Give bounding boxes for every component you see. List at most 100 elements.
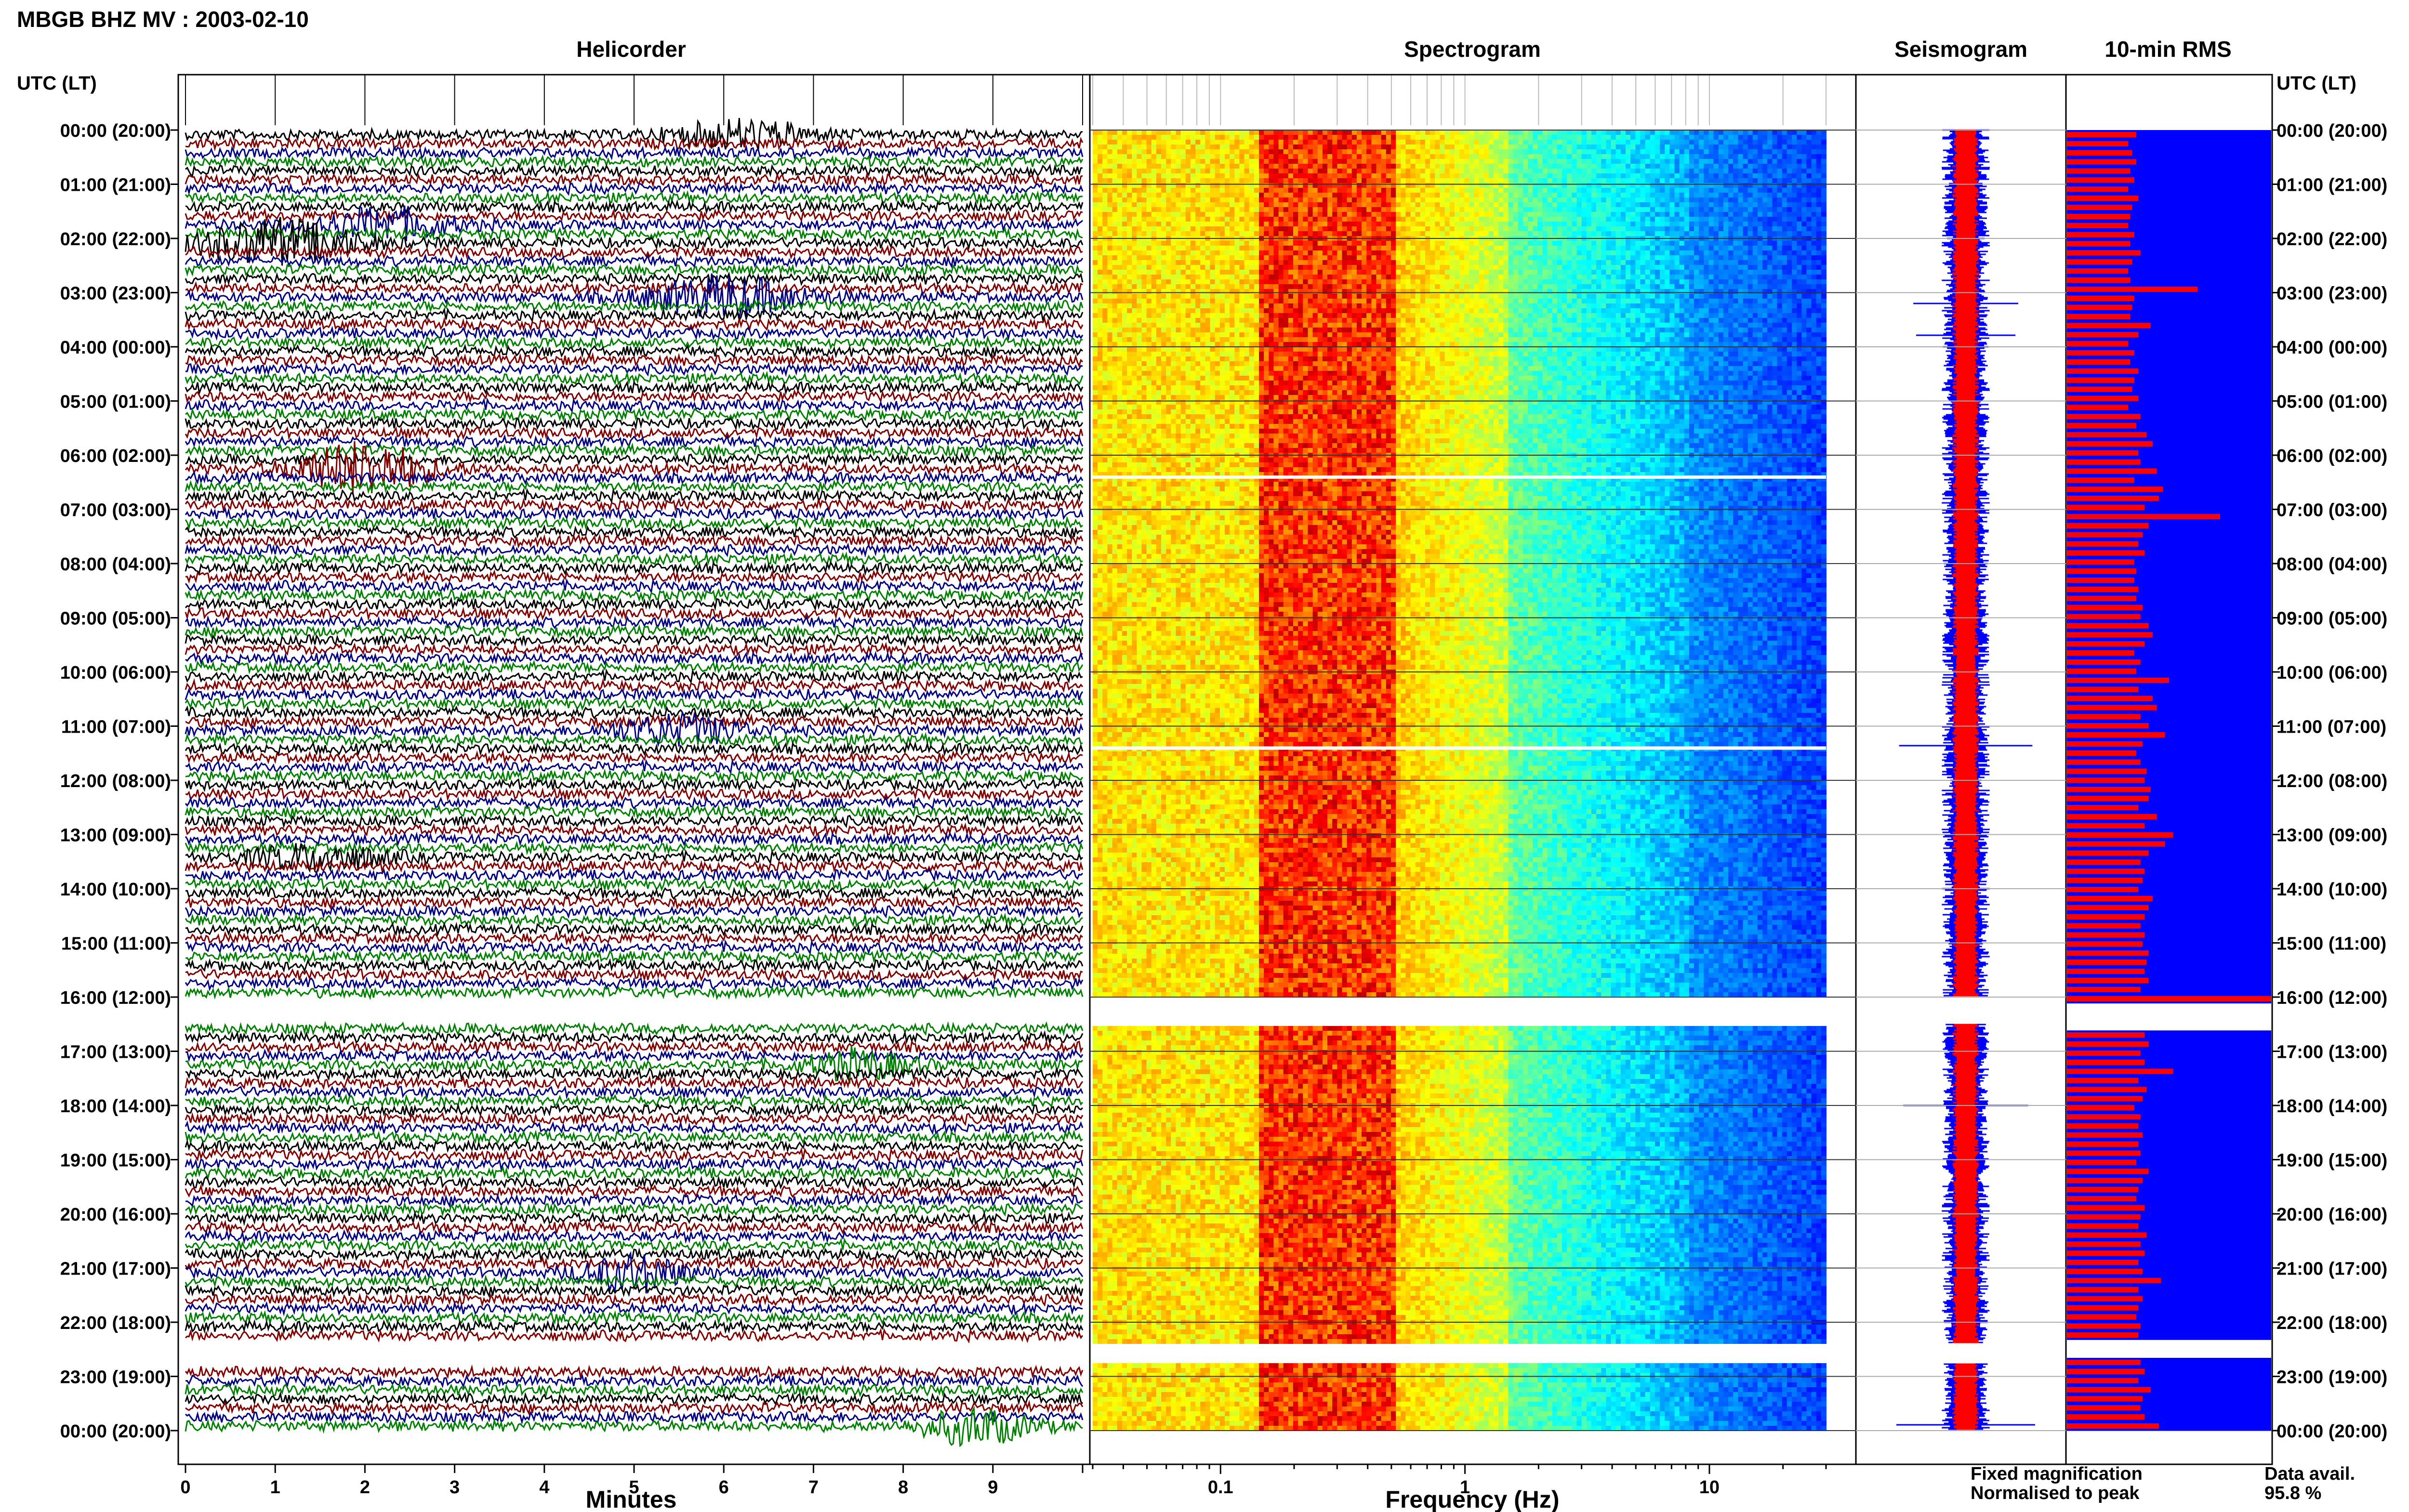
spectrogram-cell <box>1347 140 1352 145</box>
spectrogram-cell <box>1513 279 1519 284</box>
spectrogram-cell <box>1239 270 1244 275</box>
spectrogram-cell <box>1455 270 1460 275</box>
spectrogram-cell <box>1455 149 1460 154</box>
spectrogram-cell <box>1234 135 1240 140</box>
spectrogram-cell <box>1269 260 1274 265</box>
spectrogram-cell <box>1469 149 1474 154</box>
spectrogram-cell <box>1596 197 1602 202</box>
spectrogram-cell <box>1801 270 1807 275</box>
spectrogram-cell <box>1772 140 1777 145</box>
spectrogram-cell <box>1366 193 1372 197</box>
spectrogram-cell <box>1474 193 1479 197</box>
spectrogram-cell <box>1112 212 1118 217</box>
spectrogram-cell <box>1543 270 1548 275</box>
spectrogram-cell <box>1420 207 1426 212</box>
spectrogram-cell <box>1655 164 1660 169</box>
spectrogram-cell <box>1684 164 1690 169</box>
spectrogram-cell <box>1371 169 1377 173</box>
spectrogram-cell <box>1680 173 1685 178</box>
spectrogram-cell <box>1733 212 1738 217</box>
spectrogram-cell <box>1425 226 1430 231</box>
spectrogram-cell <box>1411 149 1416 154</box>
spectrogram-cell <box>1489 164 1494 169</box>
spectrogram-cell <box>1509 202 1514 207</box>
spectrogram-cell <box>1445 250 1450 255</box>
spectrogram-cell <box>1377 279 1382 284</box>
spectrogram-cell <box>1147 193 1152 197</box>
spectrogram-cell <box>1337 188 1342 193</box>
spectrogram-cell <box>1347 226 1352 231</box>
spectrogram-cell <box>1210 222 1216 226</box>
spectrogram-cell <box>1327 265 1333 270</box>
spectrogram-cell <box>1391 275 1396 279</box>
spectrogram-cell <box>1230 270 1235 275</box>
spectrogram-cell <box>1567 265 1572 270</box>
spectrogram-cell <box>1132 250 1137 255</box>
spectrogram-cell <box>1127 169 1132 173</box>
spectrogram-cell <box>1596 159 1602 164</box>
spectrogram-cell <box>1753 149 1758 154</box>
spectrogram-cell <box>1689 246 1694 250</box>
spectrogram-cell <box>1420 226 1426 231</box>
spectrogram-cell <box>1655 193 1660 197</box>
spectrogram-cell <box>1279 255 1284 260</box>
spectrogram-cell <box>1699 197 1704 202</box>
spectrogram-cell <box>1337 154 1342 159</box>
spectrogram-cell <box>1147 265 1152 270</box>
spectrogram-cell <box>1528 265 1533 270</box>
spectrogram-cell <box>1107 140 1112 145</box>
spectrogram-cell <box>1601 265 1606 270</box>
spectrogram-cell <box>1577 135 1582 140</box>
spectrogram-cell <box>1352 135 1357 140</box>
spectrogram-cell <box>1675 193 1680 197</box>
spectrogram-cell <box>1464 193 1469 197</box>
spectrogram-cell <box>1577 265 1582 270</box>
spectrogram-cell <box>1748 222 1753 226</box>
spectrogram-cell <box>1093 275 1098 279</box>
spectrogram-cell <box>1801 188 1807 193</box>
spectrogram-cell <box>1425 246 1430 250</box>
spectrogram-cell <box>1762 193 1768 197</box>
spectrogram-cell <box>1806 231 1812 236</box>
spectrogram-cell <box>1635 197 1641 202</box>
spectrogram-cell <box>1445 164 1450 169</box>
spectrogram-cell <box>1709 217 1714 222</box>
spectrogram-cell <box>1239 212 1244 217</box>
spectrogram-cell <box>1171 265 1176 270</box>
spectrogram-cell <box>1537 246 1543 250</box>
spectrogram-cell <box>1386 140 1391 145</box>
spectrogram-cell <box>1371 279 1377 284</box>
spectrogram-cell <box>1230 178 1235 183</box>
spectrogram-cell <box>1362 226 1367 231</box>
spectrogram-cell <box>1528 159 1533 164</box>
spectrogram-cell <box>1748 207 1753 212</box>
spectrogram-cell <box>1557 270 1562 275</box>
spectrogram-cell <box>1210 159 1216 164</box>
spectrogram-cell <box>1537 135 1543 140</box>
spectrogram-cell <box>1122 265 1127 270</box>
spectrogram-cell <box>1782 202 1787 207</box>
spectrogram-cell <box>1327 246 1333 250</box>
spectrogram-cell <box>1342 217 1348 222</box>
spectrogram-cell <box>1098 173 1103 178</box>
spectrogram-cell <box>1117 193 1123 197</box>
spectrogram-cell <box>1577 212 1582 217</box>
spectrogram-cell <box>1567 231 1572 236</box>
spectrogram-cell <box>1200 279 1205 284</box>
spectrogram-cell <box>1528 149 1533 154</box>
spectrogram-cell <box>1445 207 1450 212</box>
spectrogram-cell <box>1797 212 1802 217</box>
spectrogram-cell <box>1606 226 1611 231</box>
spectrogram-cell <box>1596 246 1602 250</box>
spectrogram-cell <box>1303 231 1308 236</box>
spectrogram-cell <box>1562 159 1567 164</box>
spectrogram-cell <box>1669 222 1675 226</box>
spectrogram-cell <box>1680 212 1685 217</box>
spectrogram-cell <box>1195 207 1201 212</box>
spectrogram-cell <box>1660 217 1665 222</box>
spectrogram-cell <box>1543 188 1548 193</box>
spectrogram-cell <box>1425 130 1430 135</box>
spectrogram-cell <box>1273 135 1279 140</box>
spectrogram-cell <box>1606 279 1611 284</box>
spectrogram-cell <box>1401 193 1406 197</box>
